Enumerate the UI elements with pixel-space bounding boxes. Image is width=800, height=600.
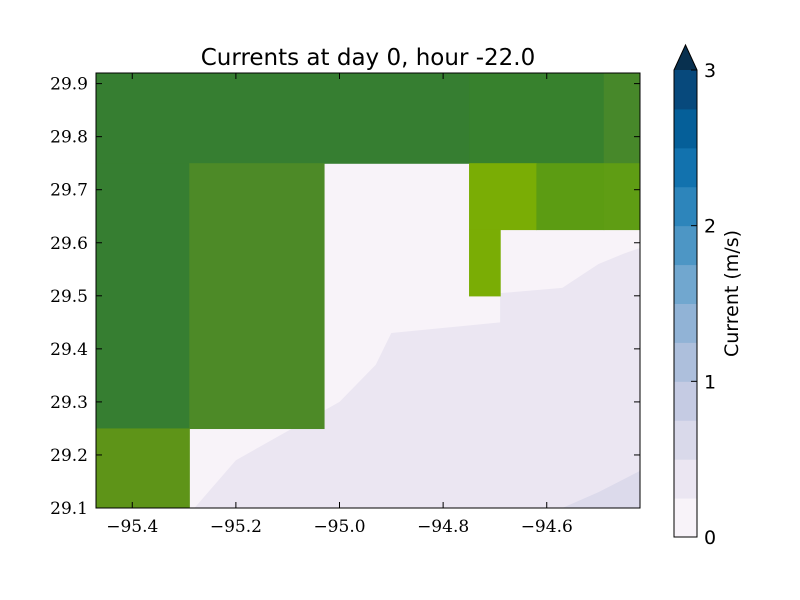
land-cell-8 (536, 163, 605, 231)
land-cell-2 (603, 73, 640, 164)
land-cell-3 (96, 163, 190, 430)
colorbar-tick-label: 2 (704, 216, 716, 238)
colorbar-segment (674, 108, 697, 149)
plot-frame (95, 72, 641, 509)
land-cell-1 (469, 73, 605, 164)
colorbar-segment (674, 264, 697, 304)
x-tick-label: −95.2 (210, 517, 262, 537)
colorbar-segment (674, 186, 697, 227)
colorbar-tick-label: 1 (704, 371, 716, 393)
chart-title: Currents at day 0, hour -22.0 (201, 45, 535, 71)
axes: −95.4 −95.2 −95.0 −94.8 −94.6 29.1 29.2 29.3 29.… (50, 72, 641, 537)
water-band-2 (562, 470, 640, 508)
water-band-1 (194, 248, 640, 508)
y-tick-label: 29.3 (50, 393, 88, 413)
colorbar-segment (674, 498, 697, 538)
x-tick-label: −95.4 (106, 517, 158, 537)
land-cell-0 (96, 73, 470, 164)
colorbar-extend-arrow (674, 45, 697, 70)
y-tick-label: 29.8 (50, 128, 88, 148)
y-tick-label: 29.7 (50, 181, 88, 201)
x-tick-label: −95.0 (313, 517, 365, 537)
land-cell-9 (603, 163, 640, 231)
y-tick-label: 29.5 (50, 287, 88, 307)
plot-area (96, 73, 640, 508)
colorbar-label: Current (m/s) (721, 230, 743, 357)
y-tick-label: 29.1 (50, 499, 88, 519)
colorbar-segment (674, 70, 697, 110)
colorbar-segment (674, 147, 697, 188)
colorbar-tick-label: 0 (704, 527, 716, 549)
colorbar-segment (674, 381, 697, 421)
colorbar-segment (674, 225, 697, 266)
colorbar-segment (674, 303, 697, 343)
x-tick-label: −94.8 (417, 517, 469, 537)
colorbar-segment (674, 342, 697, 382)
y-tick-label: 29.2 (50, 446, 88, 466)
y-tick-label: 29.6 (50, 234, 88, 254)
colorbar-segment (674, 420, 697, 460)
y-tick-label: 29.4 (50, 340, 88, 360)
colorbar-tick-label: 3 (704, 60, 716, 82)
land-cell-6 (469, 163, 537, 231)
y-tick-label: 29.9 (50, 75, 88, 95)
land-cell-5 (96, 428, 190, 508)
colorbar-segment (674, 459, 697, 499)
colorbar: 0 1 2 3 Current (m/s) (673, 43, 743, 549)
land-cell-7 (469, 229, 501, 297)
land-cell-4 (189, 163, 325, 430)
x-tick-label: −94.6 (521, 517, 573, 537)
